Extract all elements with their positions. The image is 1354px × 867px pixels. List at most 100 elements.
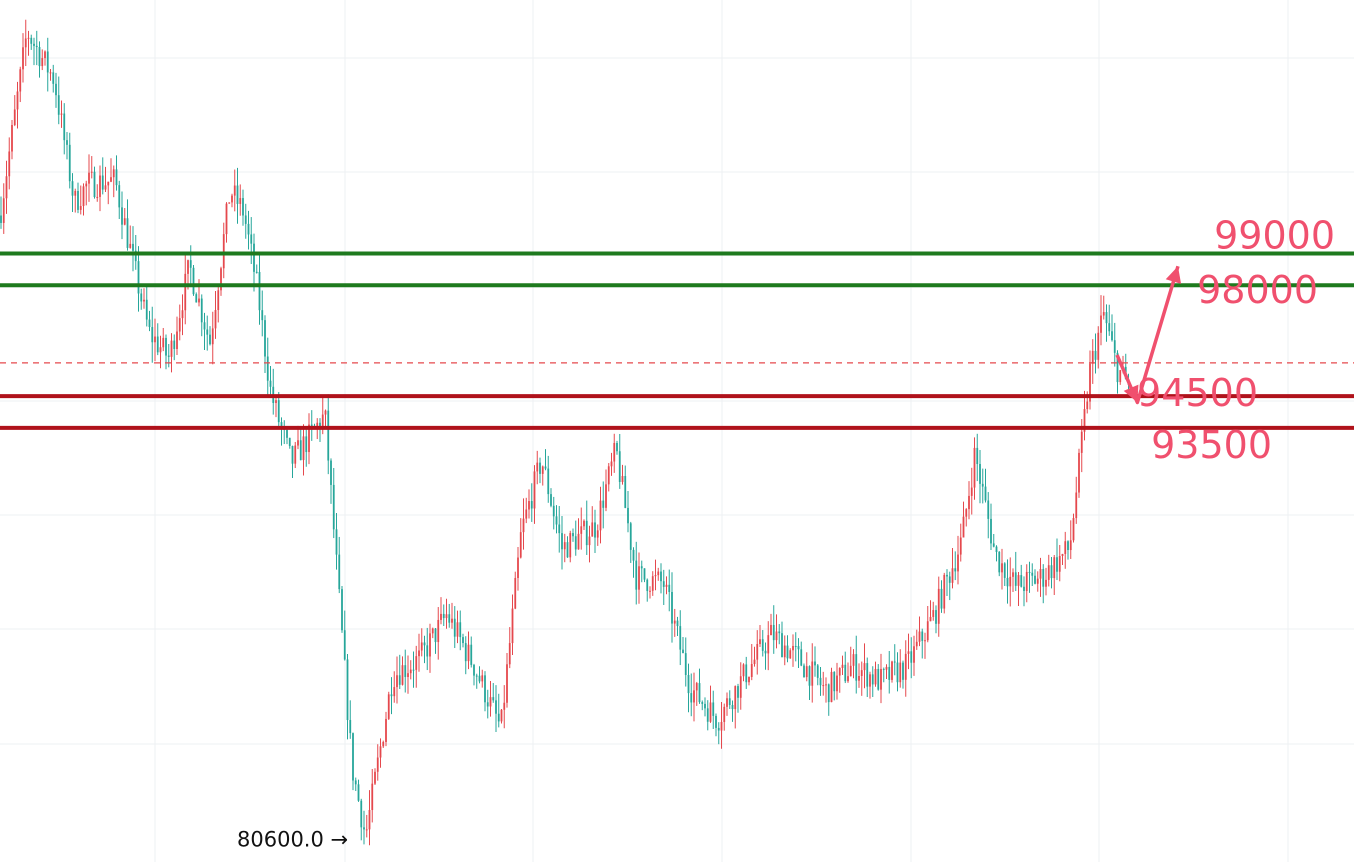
candle-body (467, 644, 470, 662)
candle-body (332, 484, 335, 530)
candle-body (1100, 315, 1102, 333)
candle-body (1031, 572, 1034, 576)
candle-body (214, 310, 217, 329)
candle-body (231, 195, 233, 203)
candle-body (209, 334, 211, 345)
candle-body (22, 47, 24, 70)
candle-body (189, 260, 192, 268)
candle-body (11, 125, 13, 152)
candle-body (222, 234, 225, 269)
candle-body (995, 546, 998, 552)
candle-body (82, 186, 85, 207)
candle-body (1028, 571, 1031, 573)
candle-body (772, 624, 775, 641)
candle-body (162, 337, 165, 348)
candle-body (506, 664, 508, 703)
candle-body (783, 645, 786, 658)
candle-body (77, 190, 79, 210)
candle-body (649, 590, 651, 592)
candle-body (814, 661, 816, 666)
candle-body (233, 185, 236, 196)
candle-body (563, 542, 566, 550)
candle-body (239, 198, 242, 204)
candle-body (885, 666, 888, 670)
candle-body (742, 664, 745, 677)
candle-body (1009, 576, 1012, 587)
candle-body (781, 633, 783, 658)
candle-body (195, 294, 198, 303)
candle-body (596, 530, 599, 538)
candle-body (904, 653, 907, 680)
candle-body (998, 551, 1001, 573)
candle-body (404, 665, 407, 677)
candle-body (1023, 586, 1025, 591)
arrow-head-up (1165, 266, 1182, 284)
candle-body (371, 783, 374, 811)
candle-body (822, 685, 825, 687)
candle-body (962, 516, 965, 538)
candle-body (580, 526, 583, 534)
arrow-head-down (1123, 384, 1139, 403)
candle-body (178, 318, 181, 332)
candle-body (429, 633, 431, 657)
candle-body (915, 641, 918, 647)
candle-body (129, 243, 132, 248)
candle-body (250, 234, 253, 244)
candle-body (547, 468, 550, 495)
candle-body (701, 702, 704, 704)
candle-body (819, 677, 822, 686)
candle-body (668, 584, 671, 592)
candle-body (863, 663, 866, 671)
candle-body (687, 674, 690, 694)
candle-body (456, 622, 459, 637)
candle-body (902, 662, 904, 680)
candle-body (984, 486, 987, 501)
candle-body (442, 613, 445, 619)
candle-body (302, 436, 305, 461)
candle-body (1042, 568, 1045, 587)
candle-body (987, 500, 990, 519)
candle-body (132, 243, 134, 251)
candle-body (717, 727, 720, 731)
candle-body (101, 175, 104, 190)
candle-body (841, 664, 844, 668)
candle-body (1086, 401, 1089, 410)
candle-body (698, 683, 701, 703)
candle-body (368, 810, 371, 830)
candle-body (753, 659, 756, 665)
candle-body (858, 676, 860, 681)
candle-body (921, 631, 924, 641)
candle-body (808, 666, 811, 686)
candle-body (640, 566, 643, 569)
candle-body (775, 631, 778, 641)
candle-body (671, 591, 673, 624)
candle-body (792, 645, 794, 651)
candle-body (203, 322, 206, 330)
candle-body (434, 628, 437, 643)
candle-body (13, 109, 16, 126)
candle-body (79, 206, 82, 210)
candle-body (264, 320, 266, 357)
candle-body (118, 185, 121, 208)
candle-body (946, 574, 948, 577)
candle-body (484, 675, 486, 703)
candle-body (184, 273, 187, 311)
candle-body (849, 665, 852, 677)
candle-body (943, 574, 946, 609)
candle-body (607, 466, 610, 485)
candle-body (990, 518, 992, 544)
candle-body (638, 566, 640, 590)
candle-body (643, 568, 646, 580)
candle-body (1050, 565, 1053, 579)
candle-body (291, 446, 294, 464)
candle-body (660, 571, 662, 582)
candle-body (93, 171, 96, 198)
candle-body (181, 310, 184, 319)
candle-body (635, 560, 638, 590)
candle-body (200, 298, 203, 323)
candle-body (621, 476, 624, 482)
candle-body (159, 347, 162, 353)
candle-body (602, 500, 605, 508)
candle-body (1116, 352, 1119, 383)
